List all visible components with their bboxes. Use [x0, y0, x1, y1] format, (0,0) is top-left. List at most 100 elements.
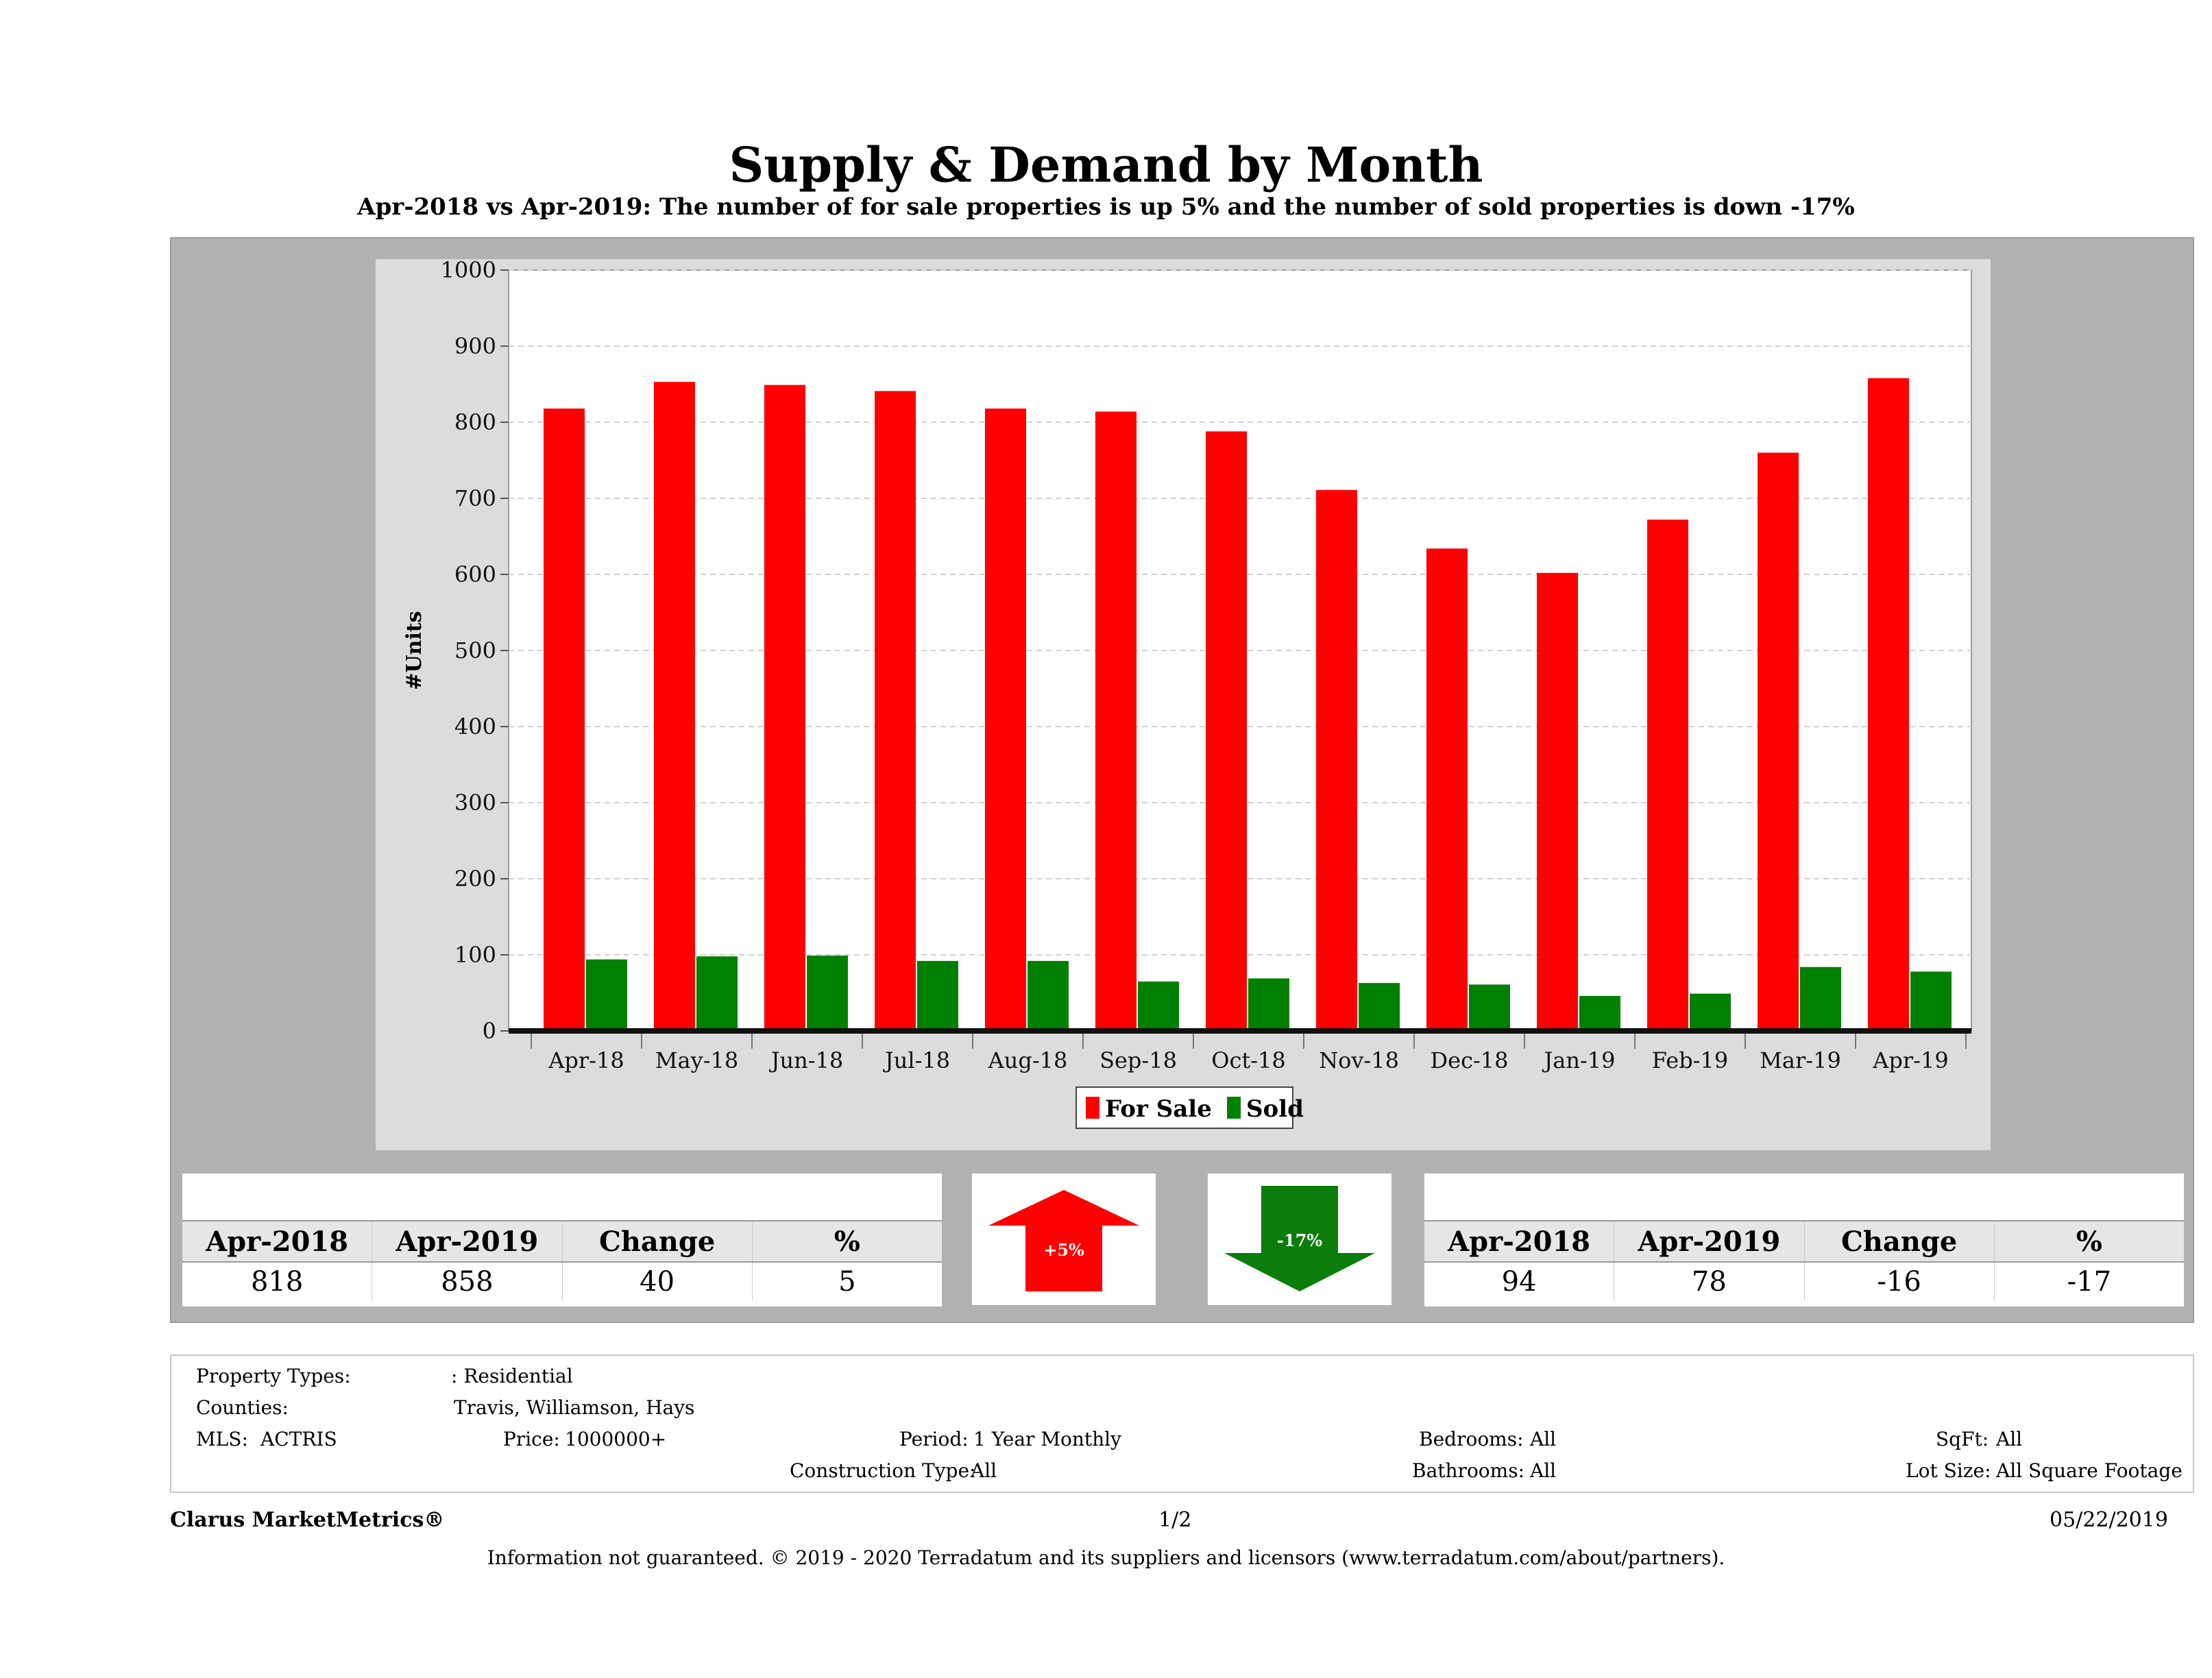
up-arrow-icon: +5%	[988, 1190, 1139, 1291]
y-tick-label: 0	[483, 1018, 496, 1044]
bar-for-sale	[764, 385, 805, 1031]
sold-header-cell: Change	[1805, 1221, 1995, 1261]
bar-for-sale	[544, 409, 585, 1031]
report-date: 05/22/2019	[2050, 1508, 2168, 1532]
y-tick-label: 700	[454, 485, 496, 511]
bar-sold	[807, 956, 848, 1031]
y-tick-label: 1000	[441, 257, 496, 283]
sold-table: Apr-2018 Apr-2019 Change % 94 78 -16 -17	[1424, 1174, 2184, 1306]
bar-for-sale	[1316, 489, 1357, 1031]
x-tick-label: Apr-18	[548, 1047, 624, 1073]
lot-size-label: Lot Size:	[1906, 1459, 1991, 1482]
down-arrow-panel: -17%	[1208, 1174, 1391, 1305]
period-label: Period:	[899, 1428, 969, 1450]
x-tick-label: Aug-18	[988, 1047, 1068, 1073]
sold-header-cell: %	[2076, 1225, 2102, 1258]
bar-for-sale	[1206, 431, 1247, 1031]
period-value: 1 Year Monthly	[973, 1428, 1121, 1450]
for-sale-value-cell: 40	[563, 1263, 753, 1301]
legend-label: For Sale	[1105, 1095, 1212, 1123]
bar-sold	[586, 959, 627, 1031]
down-arrow-icon: -17%	[1224, 1186, 1375, 1291]
up-arrow-panel: +5%	[972, 1174, 1156, 1305]
for-sale-value-cell: 818	[182, 1263, 373, 1301]
counties-label: Counties:	[196, 1396, 289, 1419]
up-arrow-shape	[988, 1190, 1139, 1291]
y-axis-label: #Units	[402, 611, 426, 690]
for-sale-table-row: 818 858 40 5	[182, 1263, 942, 1301]
bar-sold	[696, 956, 738, 1031]
sold-header-cell: Apr-2018	[1424, 1221, 1615, 1261]
bar-sold	[917, 960, 958, 1031]
bar-sold	[1138, 981, 1179, 1031]
chart-title: Supply & Demand by Month	[729, 136, 1483, 193]
mls-label: MLS:	[196, 1428, 248, 1450]
for-sale-header-cell: Apr-2018	[182, 1221, 373, 1261]
bar-for-sale	[654, 382, 695, 1031]
x-tick-label: Dec-18	[1430, 1047, 1508, 1073]
bedrooms-label: Bedrooms:	[1419, 1428, 1524, 1450]
x-tick-label: Oct-18	[1211, 1047, 1286, 1073]
price-label: Price:	[503, 1428, 560, 1450]
bar-for-sale	[1095, 411, 1137, 1031]
bar-for-sale	[1426, 548, 1468, 1031]
bar-sold	[1359, 983, 1400, 1031]
counties-value: Travis, Williamson, Hays	[454, 1396, 695, 1419]
y-tick-label: 600	[454, 561, 496, 587]
x-tick-label: Mar-19	[1760, 1047, 1841, 1073]
legend-label: Sold	[1246, 1095, 1304, 1123]
bar-sold	[1800, 966, 1841, 1031]
bar-sold	[1248, 978, 1289, 1031]
y-tick-label: 100	[454, 942, 496, 968]
criteria-box	[170, 1354, 2194, 1493]
bedrooms-value: All	[1530, 1428, 1557, 1450]
bar-for-sale	[985, 409, 1026, 1031]
y-tick-label: 200	[454, 866, 496, 892]
x-tick-label: Jan-19	[1542, 1047, 1615, 1073]
sold-value-cell: -16	[1805, 1263, 1995, 1301]
legend-swatch	[1227, 1097, 1241, 1119]
sold-value-cell: -17	[2067, 1266, 2112, 1298]
for-sale-table-header: Apr-2018 Apr-2019 Change %	[182, 1220, 942, 1263]
bar-sold	[1579, 995, 1620, 1031]
up-arrow-label: +5%	[1043, 1240, 1084, 1260]
page-number: 1/2	[1158, 1508, 1192, 1532]
for-sale-table: Apr-2018 Apr-2019 Change % 818 858 40 5	[182, 1174, 942, 1306]
x-tick-label: Apr-19	[1872, 1047, 1948, 1073]
sold-value-cell: 94	[1424, 1263, 1615, 1301]
brand-name: Clarus MarketMetrics®	[170, 1508, 445, 1532]
for-sale-value-cell: 858	[372, 1263, 563, 1301]
x-tick-label: Jun-18	[769, 1047, 844, 1073]
bar-for-sale	[1537, 572, 1578, 1031]
legend-swatch	[1086, 1097, 1099, 1119]
x-tick-label: Feb-19	[1652, 1047, 1728, 1073]
sold-value-cell: 78	[1614, 1263, 1805, 1301]
mls-value: ACTRIS	[260, 1428, 337, 1450]
construction-label: Construction Type:	[790, 1459, 976, 1482]
bar-for-sale	[1647, 520, 1688, 1031]
down-arrow-label: -17%	[1277, 1230, 1322, 1250]
price-value: 1000000+	[565, 1428, 667, 1450]
x-axis-line	[509, 1028, 1971, 1034]
bar-sold	[1469, 984, 1510, 1031]
property-types-value: : Residential	[451, 1365, 573, 1387]
x-tick-label: Nov-18	[1319, 1047, 1399, 1073]
sold-table-row: 94 78 -16 -17	[1424, 1263, 2184, 1301]
for-sale-header-cell: Apr-2019	[372, 1221, 563, 1261]
disclaimer: Information not guaranteed. © 2019 - 202…	[487, 1546, 1725, 1569]
y-tick-label: 400	[454, 714, 496, 740]
sqft-value: All	[1996, 1428, 2023, 1450]
y-tick-label: 300	[454, 790, 496, 816]
x-tick-label: Jul-18	[883, 1047, 950, 1073]
y-tick-label: 500	[454, 637, 496, 664]
bathrooms-value: All	[1530, 1459, 1557, 1482]
bar-for-sale	[1758, 452, 1799, 1031]
bar-sold	[1690, 993, 1731, 1031]
x-tick-label: May-18	[655, 1047, 738, 1073]
bar-for-sale	[875, 391, 916, 1031]
legend-box	[1075, 1086, 1293, 1129]
sqft-label: SqFt:	[1936, 1428, 1989, 1450]
construction-value: All	[971, 1459, 997, 1482]
bathrooms-label: Bathrooms:	[1412, 1459, 1525, 1482]
